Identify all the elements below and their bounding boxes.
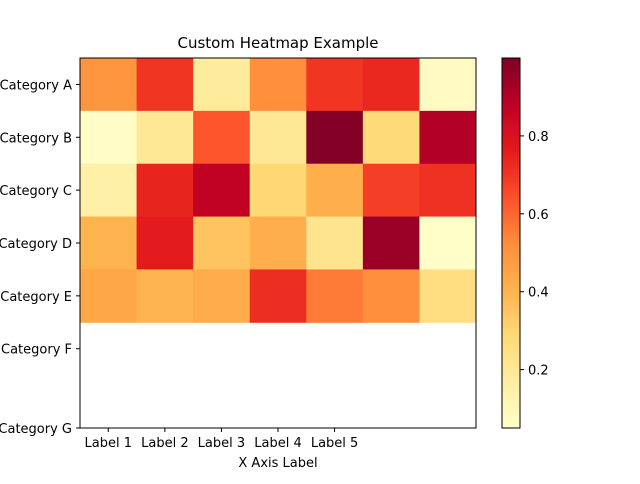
heatmap-cell: [306, 163, 364, 218]
heatmap-cell: [306, 269, 364, 323]
heatmap-cell: [306, 58, 364, 112]
colorbar-ticks: 0.2 0.4 0.6 0.8: [520, 130, 549, 379]
heatmap-cell: [249, 163, 307, 218]
x-axis-label: X Axis Label: [238, 456, 317, 471]
heatmap-cell: [362, 216, 420, 270]
x-tick-label: Label 5: [311, 436, 358, 451]
x-tick-label: Label 4: [254, 436, 301, 451]
y-tick-label: Category F: [1, 343, 72, 358]
heatmap-cell: [136, 269, 194, 323]
colorbar-tick-label: 0.8: [528, 130, 549, 145]
x-axis-ticks: Label 1 Label 2 Label 3 Label 4 Label 5: [85, 428, 358, 451]
y-tick-label: Category E: [0, 290, 72, 305]
heatmap-cell: [306, 110, 364, 165]
heatmap-cell: [136, 58, 194, 112]
y-tick-label: Category C: [0, 184, 72, 199]
heatmap-cell: [362, 58, 420, 112]
heatmap-cell: [80, 110, 138, 165]
heatmap-cell: [136, 216, 194, 270]
y-tick-label: Category G: [0, 422, 72, 437]
y-tick-label: Category B: [0, 131, 72, 146]
heatmap-cell: [362, 269, 420, 323]
heatmap-cell: [193, 58, 251, 112]
x-tick-label: Label 3: [198, 436, 245, 451]
heatmap-cell: [306, 216, 364, 270]
heatmap-cell: [419, 216, 477, 270]
heatmap-cell: [80, 58, 138, 112]
heatmap-cell: [193, 163, 251, 218]
heatmap-cell: [249, 269, 307, 323]
heatmap-cell: [80, 269, 138, 323]
heatmap-cell: [193, 110, 251, 165]
heatmap-cell: [136, 110, 194, 165]
colorbar: [501, 57, 521, 429]
heatmap-cell: [362, 163, 420, 218]
colorbar-tick-label: 0.6: [528, 208, 549, 223]
x-tick-label: Label 2: [141, 436, 188, 451]
heatmap-cell: [80, 163, 138, 218]
heatmap-cell: [249, 110, 307, 165]
heatmap-cell: [362, 110, 420, 165]
heatmap-cell: [249, 58, 307, 112]
heatmap-cell: [249, 216, 307, 270]
heatmap-cell: [419, 58, 477, 112]
x-tick-label: Label 1: [85, 436, 132, 451]
heatmap-cell: [193, 216, 251, 270]
heatmap-cell: [136, 163, 194, 218]
chart-title: Custom Heatmap Example: [178, 34, 379, 52]
heatmap-cell: [193, 269, 251, 323]
heatmap-cells: [80, 58, 477, 323]
heatmap-cell: [419, 163, 477, 218]
heatmap-cell: [80, 216, 138, 270]
heatmap-cell: [419, 110, 477, 165]
y-axis-ticks: Category A Category B Category C Category D…: [0, 78, 80, 437]
y-tick-label: Category A: [0, 78, 72, 93]
colorbar-tick-label: 0.4: [528, 286, 549, 301]
y-tick-label: Category D: [0, 237, 72, 252]
heatmap-cell: [419, 269, 477, 323]
colorbar-tick-label: 0.2: [528, 364, 549, 379]
